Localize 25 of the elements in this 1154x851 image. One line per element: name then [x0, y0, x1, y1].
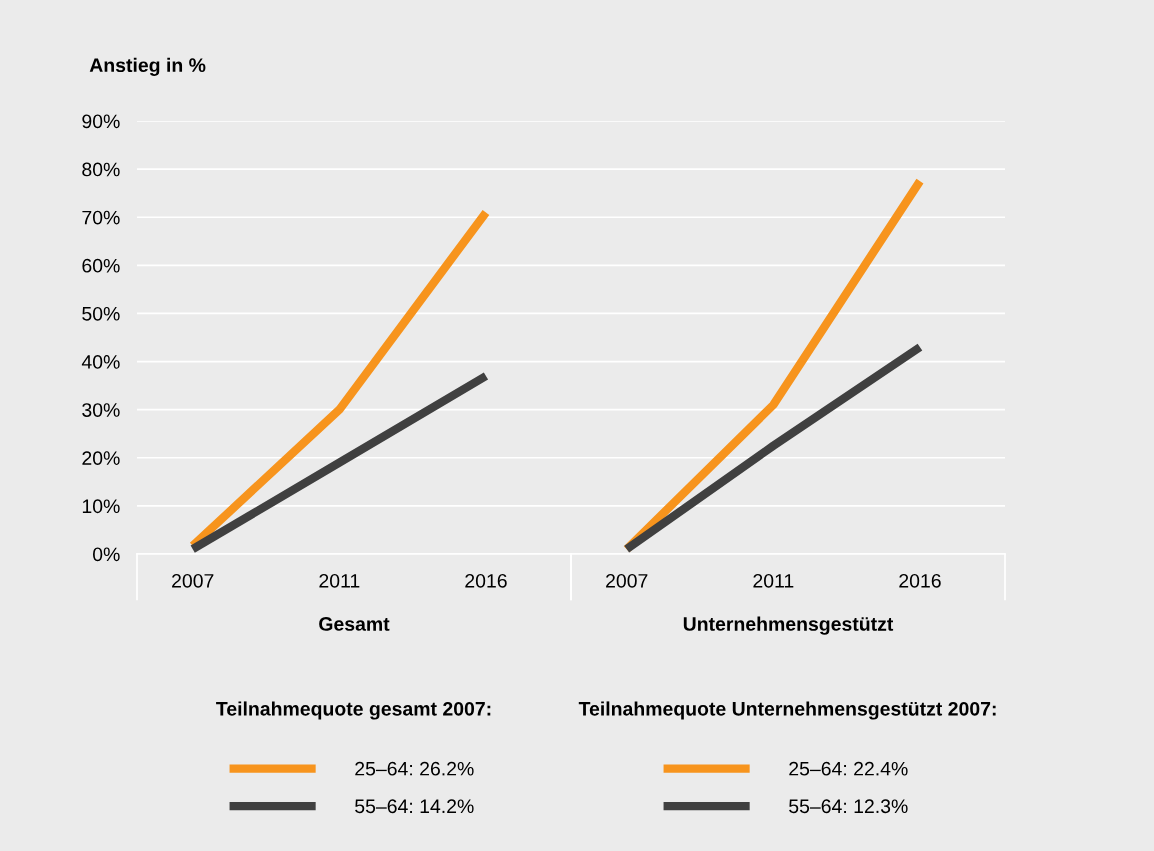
legend-title: Teilnahmequote Unternehmensgestützt 2007:: [578, 701, 996, 720]
x-tick-label: 2016: [899, 573, 941, 588]
x-tick-label: 2016: [465, 573, 507, 588]
y-tick-label: 60%: [82, 258, 120, 273]
legend-title: Teilnahmequote gesamt 2007:: [216, 701, 491, 720]
legend-label: 25–64: 22.4%: [789, 761, 908, 776]
legend-label: 55–64: 12.3%: [789, 799, 908, 814]
x-tick-label: 2007: [172, 573, 214, 588]
x-tick-label: 2011: [319, 573, 360, 588]
legend-label: 55–64: 14.2%: [355, 799, 474, 814]
y-tick-label: 40%: [81, 355, 120, 369]
y-tick-label: 70%: [82, 210, 120, 225]
x-axis-title: Unternehmensgestützt: [683, 616, 894, 635]
y-tick-label: 80%: [82, 162, 120, 177]
y-axis-title: Anstieg in %: [89, 57, 206, 76]
y-tick-label: 90%: [82, 114, 120, 129]
y-tick-label: 0%: [92, 547, 120, 562]
legend-label: 25–64: 26.2%: [355, 761, 474, 776]
x-tick-label: 2011: [753, 573, 794, 588]
y-tick-label: 50%: [82, 306, 120, 321]
x-axis-title: Gesamt: [319, 617, 390, 631]
y-tick-label: 20%: [82, 451, 120, 466]
x-tick-label: 2007: [606, 573, 648, 588]
y-tick-label: 10%: [82, 499, 120, 514]
y-tick-label: 30%: [82, 403, 120, 417]
